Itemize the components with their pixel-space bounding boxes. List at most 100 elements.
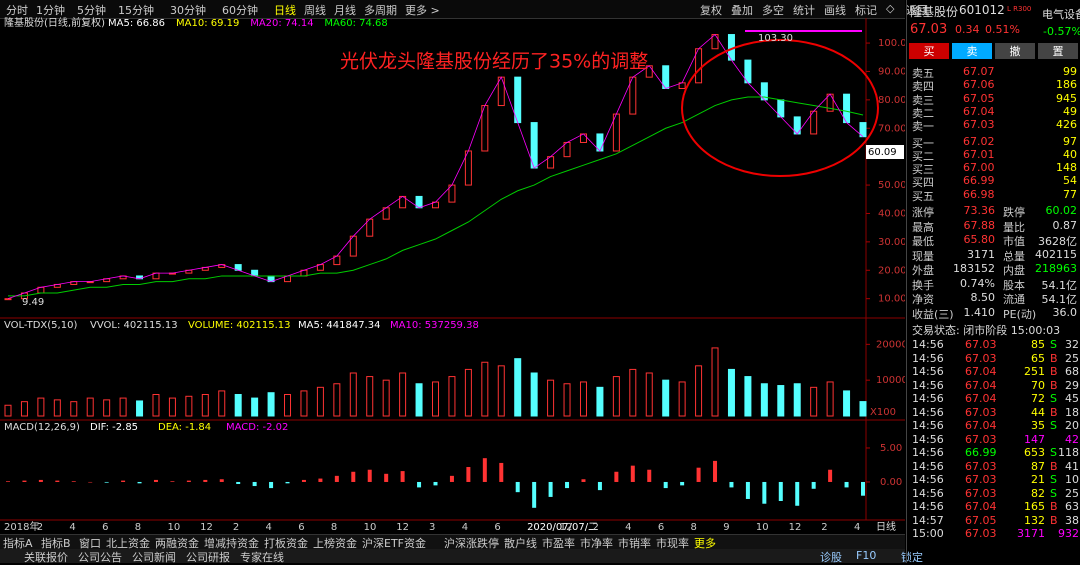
indicator-tab[interactable]: 市盈率 xyxy=(542,537,575,550)
indicator-tab[interactable]: 指标A xyxy=(3,537,33,550)
volume-bar xyxy=(514,358,522,417)
macd-bar xyxy=(121,480,126,482)
stat-label: 总量 xyxy=(1003,249,1025,263)
indicator-tab[interactable]: 市现率 xyxy=(656,537,689,550)
volume-bar xyxy=(366,376,374,417)
trade-price: 67.03 xyxy=(965,405,997,419)
indicator-tab[interactable]: 市净率 xyxy=(580,537,613,550)
book-label: 卖一 xyxy=(912,120,934,134)
macd-bar xyxy=(581,479,586,482)
indicator-tab[interactable]: 窗口 xyxy=(79,537,101,550)
trade-price: 67.03 xyxy=(965,527,997,540)
tool-button[interactable]: 标记 xyxy=(855,4,877,17)
indicator-tab[interactable]: 更多 xyxy=(694,537,716,550)
period-tab[interactable]: 15分钟 xyxy=(118,4,154,17)
trade-time: 14:56 xyxy=(912,392,944,405)
x-tick-label: 2 xyxy=(233,522,239,533)
trade-price: 67.03 xyxy=(965,473,997,486)
tool-button[interactable]: 多空 xyxy=(762,4,784,17)
trade-volume: 44 xyxy=(1031,405,1045,419)
macd-bar xyxy=(466,467,471,482)
volume-bar xyxy=(464,368,472,417)
high-label: 103.30 xyxy=(758,33,793,44)
indicator-tab[interactable]: 沪深涨跌停 xyxy=(444,537,499,550)
volume-bar xyxy=(316,386,324,417)
period-tab[interactable]: 多周期 xyxy=(364,4,397,17)
indicator-tab[interactable]: 打板资金 xyxy=(264,537,308,550)
trade-side: B xyxy=(1050,351,1058,365)
indicator-tab[interactable]: 散户线 xyxy=(504,537,537,550)
trade-button[interactable]: 置 xyxy=(1038,43,1078,59)
macd-bar xyxy=(433,481,438,486)
sector: 电气设备 xyxy=(1042,8,1080,21)
volume-bar xyxy=(333,383,341,417)
macd-bar xyxy=(795,481,800,506)
x-tick-label: 12 xyxy=(200,522,213,533)
footer-link[interactable]: 公司研报 xyxy=(186,551,230,564)
trade-time: 14:56 xyxy=(912,405,944,419)
x-tick-label: 12 xyxy=(789,522,802,533)
x-tick-label: 4 xyxy=(625,522,631,533)
indicator-tab[interactable]: 增减持资金 xyxy=(204,537,259,550)
stat-label: 股本 xyxy=(1003,278,1025,292)
trade-volume: 132 xyxy=(1024,513,1045,527)
stat-label: 换手 xyxy=(912,278,934,292)
tool-button[interactable]: 叠加 xyxy=(731,4,753,17)
tool-button[interactable]: 复权 xyxy=(700,4,722,17)
trade-time: 14:56 xyxy=(912,351,944,365)
indicator-tab[interactable]: 沪深ETF资金 xyxy=(362,537,426,550)
tool-button[interactable]: 返回 xyxy=(906,4,928,17)
indicator-tab[interactable]: 市销率 xyxy=(618,537,651,550)
book-price: 67.00 xyxy=(963,161,995,175)
book-label: 买五 xyxy=(912,189,934,203)
stat-value: 0.74% xyxy=(960,276,995,290)
period-tab[interactable]: 周线 xyxy=(304,4,326,17)
footer-link[interactable]: 公司公告 xyxy=(78,551,122,564)
footer-link[interactable]: F10 xyxy=(856,549,877,562)
footer-link[interactable]: 专家在线 xyxy=(240,551,284,564)
footer-link[interactable]: 关联报价 xyxy=(24,551,68,564)
period-label: 日线 xyxy=(876,520,896,533)
indicator-tab[interactable]: 上榜资金 xyxy=(313,537,357,550)
period-tab[interactable]: 60分钟 xyxy=(222,4,258,17)
period-tab[interactable]: 月线 xyxy=(334,4,356,17)
indicator-tab[interactable]: 北上资金 xyxy=(106,537,150,550)
indicator-tab[interactable]: 两融资金 xyxy=(155,537,199,550)
trade-button[interactable]: 买 xyxy=(909,43,949,59)
trade-side: B xyxy=(1050,365,1058,378)
x-tick-label: 12 xyxy=(560,522,573,533)
volume-bar xyxy=(86,397,94,417)
period-tab[interactable]: 5分钟 xyxy=(77,4,106,17)
footer-link[interactable]: 公司新闻 xyxy=(132,551,176,564)
trade-side: B xyxy=(1050,500,1058,513)
macd-bar xyxy=(630,465,635,482)
x-tick-label: 8 xyxy=(331,522,337,533)
footer-link[interactable]: 诊股 xyxy=(820,551,842,564)
period-tab[interactable]: 更多 > xyxy=(405,4,440,17)
trade-count: 20 xyxy=(1065,419,1079,432)
period-tab[interactable]: 日线 xyxy=(274,4,296,17)
indicator-tab[interactable]: 指标B xyxy=(41,537,71,550)
tool-button[interactable]: 统计 xyxy=(793,4,815,17)
stat-value: 3628亿 xyxy=(1038,235,1077,248)
macd-bar xyxy=(269,481,274,489)
volume-bar xyxy=(777,385,785,417)
volume-bar xyxy=(695,365,703,417)
period-tab[interactable]: 30分钟 xyxy=(170,4,206,17)
tool-button[interactable]: ◇ xyxy=(886,2,895,15)
trade-button[interactable]: 卖 xyxy=(952,43,992,59)
trade-price: 67.03 xyxy=(965,351,997,365)
period-tab[interactable]: 分时 xyxy=(6,4,28,17)
book-volume: 945 xyxy=(1056,91,1077,105)
volume-bar xyxy=(399,372,407,417)
macd-bar xyxy=(565,481,570,489)
trade-side: S xyxy=(1050,419,1057,432)
trade-side: S xyxy=(1050,473,1057,486)
stat-value: 60.02 xyxy=(1045,204,1078,217)
macd-bar xyxy=(745,481,750,499)
tool-button[interactable]: 画线 xyxy=(824,4,846,17)
macd-bar xyxy=(6,481,10,482)
period-tab[interactable]: 1分钟 xyxy=(36,4,65,17)
trade-button[interactable]: 撤 xyxy=(995,43,1035,59)
